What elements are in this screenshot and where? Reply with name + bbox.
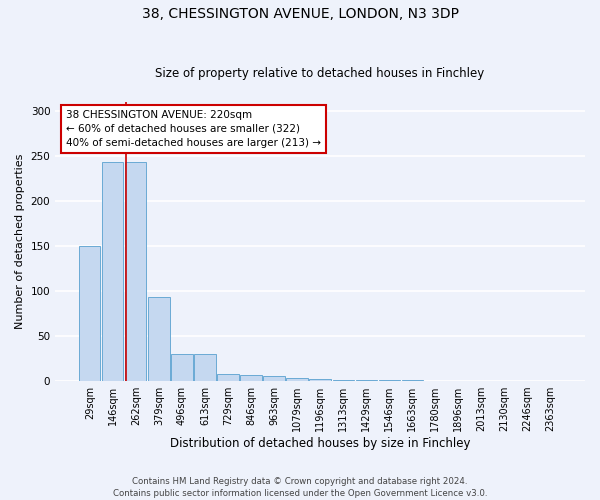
Title: Size of property relative to detached houses in Finchley: Size of property relative to detached ho… <box>155 66 485 80</box>
X-axis label: Distribution of detached houses by size in Finchley: Distribution of detached houses by size … <box>170 437 470 450</box>
Bar <box>172 354 193 381</box>
Text: 38, CHESSINGTON AVENUE, LONDON, N3 3DP: 38, CHESSINGTON AVENUE, LONDON, N3 3DP <box>142 8 458 22</box>
Bar <box>379 380 400 381</box>
Bar <box>217 374 239 381</box>
Bar <box>286 378 308 381</box>
Text: Contains HM Land Registry data © Crown copyright and database right 2024.
Contai: Contains HM Land Registry data © Crown c… <box>113 476 487 498</box>
Y-axis label: Number of detached properties: Number of detached properties <box>15 154 25 329</box>
Bar <box>310 380 331 381</box>
Bar <box>79 246 100 381</box>
Bar <box>263 376 284 381</box>
Bar <box>148 297 170 381</box>
Bar <box>241 375 262 381</box>
Bar <box>102 162 124 381</box>
Bar <box>125 162 146 381</box>
Bar <box>356 380 377 381</box>
Bar <box>332 380 353 381</box>
Bar <box>194 354 215 381</box>
Bar <box>401 380 423 381</box>
Text: 38 CHESSINGTON AVENUE: 220sqm
← 60% of detached houses are smaller (322)
40% of : 38 CHESSINGTON AVENUE: 220sqm ← 60% of d… <box>66 110 321 148</box>
